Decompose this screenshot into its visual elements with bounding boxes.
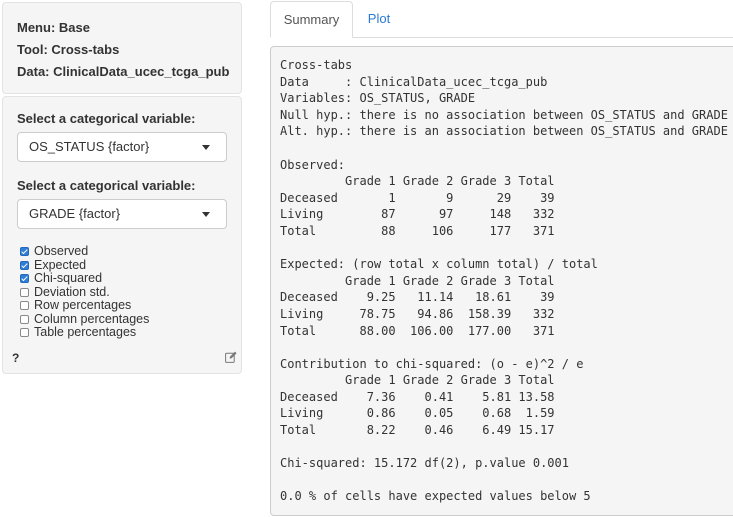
checkbox-row-percentages[interactable]: Row percentages — [20, 299, 131, 312]
var1-label: Select a categorical variable: — [17, 111, 196, 126]
checkbox-observed-box[interactable] — [20, 247, 29, 256]
tab-plot[interactable]: Plot — [367, 11, 391, 26]
menu-label: Menu: Base — [17, 20, 90, 35]
checkbox-chi-squared-label: Chi-squared — [34, 271, 103, 285]
checkbox-chi-squared-box[interactable] — [20, 274, 29, 283]
checkbox-expected-label: Expected — [34, 257, 87, 272]
summary-text: Cross-tabs Data : ClinicalData_ucec_tcga… — [280, 58, 728, 504]
checkbox-row-percentages-box[interactable] — [20, 301, 29, 310]
controls-panel: Select a categorical variable: OS_STATUS… — [2, 96, 242, 374]
checkbox-column-percentages[interactable]: Column percentages — [20, 311, 150, 326]
info-panel: Menu: Base Tool: Cross-tabs Data: Clinic… — [2, 2, 242, 94]
checkbox-deviation-std-box[interactable] — [20, 287, 29, 297]
checkbox-chi-squared[interactable]: Chi-squared — [20, 272, 102, 285]
checkbox-table-percentages-label: Table percentages — [34, 325, 137, 339]
checkbox-expected-box[interactable] — [20, 260, 29, 270]
checkbox-observed-label: Observed — [34, 244, 89, 258]
summary-output: Cross-tabs Data : ClinicalData_ucec_tcga… — [270, 46, 733, 516]
checkbox-observed[interactable]: Observed — [20, 245, 88, 258]
checkbox-deviation-std-label: Deviation std. — [34, 284, 110, 299]
checkbox-row-percentages-label: Row percentages — [34, 298, 132, 312]
var2-label: Select a categorical variable: — [17, 178, 196, 193]
tab-bar: Summary Plot — [270, 0, 733, 38]
checkbox-expected[interactable]: Expected — [20, 257, 87, 272]
edit-icon[interactable] — [225, 351, 237, 363]
var2-select-value: GRADE {factor} — [29, 206, 121, 221]
tab-summary[interactable]: Summary — [270, 1, 353, 38]
checkbox-deviation-std[interactable]: Deviation std. — [20, 284, 110, 299]
help-link[interactable]: ? — [12, 351, 20, 365]
tool-label: Tool: Cross-tabs — [17, 42, 120, 57]
var2-select[interactable]: GRADE {factor} — [17, 199, 227, 229]
var1-select[interactable]: OS_STATUS {factor} — [17, 132, 227, 162]
checkbox-column-percentages-box[interactable] — [20, 314, 29, 324]
chevron-down-icon — [202, 145, 210, 150]
checkbox-column-percentages-label: Column percentages — [34, 311, 150, 326]
checkbox-table-percentages-box[interactable] — [20, 328, 29, 337]
chevron-down-icon — [202, 212, 210, 217]
var1-select-value: OS_STATUS {factor} — [29, 139, 150, 154]
checkbox-table-percentages[interactable]: Table percentages — [20, 326, 136, 339]
data-label: Data: ClinicalData_ucec_tcga_pub — [17, 64, 230, 79]
